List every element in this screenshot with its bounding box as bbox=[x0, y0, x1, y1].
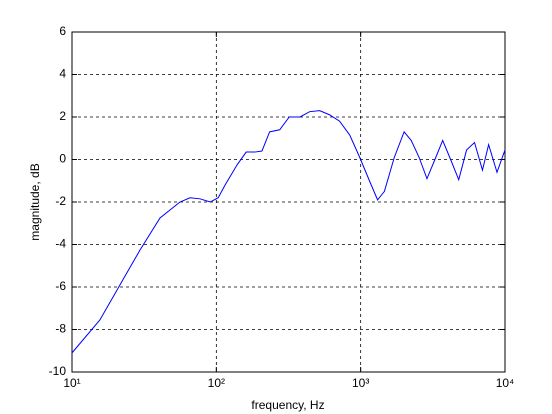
data-line bbox=[71, 110, 506, 354]
x-tick-label: 10³ bbox=[352, 376, 369, 390]
y-tick-label: 0 bbox=[59, 152, 66, 166]
y-tick-label: 6 bbox=[59, 24, 66, 38]
axes-box bbox=[71, 31, 506, 373]
y-axis-label: magnitude, dB bbox=[28, 163, 42, 240]
y-tick-label: 4 bbox=[59, 67, 66, 81]
y-tick-label: -10 bbox=[49, 364, 67, 378]
y-tick-label: -2 bbox=[55, 194, 66, 208]
y-tick-label: -8 bbox=[55, 322, 66, 336]
y-tick-label: -6 bbox=[55, 279, 66, 293]
x-tick-label: 10¹ bbox=[63, 376, 80, 390]
x-axis-label: frequency, Hz bbox=[251, 398, 324, 412]
x-tick-label: 10⁴ bbox=[496, 376, 515, 390]
y-tick-label: -4 bbox=[55, 237, 66, 251]
x-tick-label: 10² bbox=[208, 376, 225, 390]
y-tick-label: 2 bbox=[59, 109, 66, 123]
